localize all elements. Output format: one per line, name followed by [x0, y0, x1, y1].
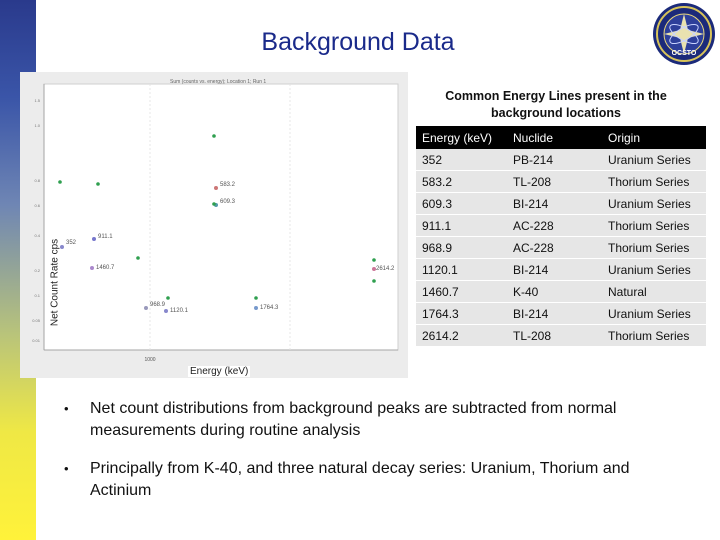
point-label: 911.1	[98, 234, 113, 240]
table-header-row: Energy (keV) Nuclide Origin	[416, 126, 706, 149]
spectrum-point	[164, 309, 168, 313]
origin-cell: Natural	[602, 280, 706, 303]
table-caption: Common Energy Lines present in the backg…	[445, 89, 667, 120]
table-row: 609.3 BI-214 Uranium Series	[416, 192, 706, 215]
point-label: 968.9	[150, 302, 166, 308]
origin-cell: Uranium Series	[602, 258, 706, 281]
plot-area	[43, 83, 399, 351]
header-origin: Origin	[602, 126, 706, 149]
table-row: 968.9 AC-228 Thorium Series	[416, 236, 706, 259]
spectrum-plot: Sum (counts vs. energy); Location 1; Run…	[20, 72, 408, 378]
x-axis-label: Energy (keV)	[188, 366, 251, 377]
y-tick-label: 0.2	[34, 268, 40, 273]
origin-cell: Uranium Series	[602, 302, 706, 325]
peak-marker	[166, 296, 170, 300]
origin-cell: Thorium Series	[602, 170, 706, 193]
peak-marker	[58, 180, 62, 184]
origin-cell: Thorium Series	[602, 324, 706, 347]
nuclide-cell: K-40	[507, 280, 602, 303]
point-label: 583.2	[220, 182, 236, 188]
bullet-item: • Principally from K-40, and three natur…	[64, 458, 684, 502]
nuclide-cell: TL-208	[507, 324, 602, 347]
point-label: 1460.7	[96, 265, 115, 271]
energy-cell: 1764.3	[416, 302, 507, 325]
agency-seal-logo: OCSTO	[652, 2, 716, 66]
table-row: 1764.3 BI-214 Uranium Series	[416, 302, 706, 325]
spectrum-plot-svg: Sum (counts vs. energy); Location 1; Run…	[32, 79, 399, 363]
table-row: 352 PB-214 Uranium Series	[416, 149, 706, 171]
header-nuclide: Nuclide	[507, 126, 602, 149]
energy-cell: 583.2	[416, 170, 507, 193]
energy-cell: 609.3	[416, 192, 507, 215]
y-tick-label: 1.0	[34, 123, 40, 128]
header-energy: Energy (keV)	[416, 126, 507, 149]
table-row: 911.1 AC-228 Thorium Series	[416, 214, 706, 237]
origin-cell: Thorium Series	[602, 214, 706, 237]
bullet-text: Principally from K-40, and three natural…	[90, 460, 630, 499]
nuclide-cell: TL-208	[507, 170, 602, 193]
nuclide-cell: BI-214	[507, 302, 602, 325]
energy-cell: 352	[416, 149, 507, 171]
bullet-list: • Net count distributions from backgroun…	[64, 398, 684, 518]
nuclide-cell: AC-228	[507, 214, 602, 237]
table-row: 1460.7 K-40 Natural	[416, 280, 706, 303]
spectrum-point	[144, 306, 148, 310]
peak-marker	[372, 258, 376, 262]
y-tick-label: 0.05	[32, 318, 41, 323]
svg-text:OCSTO: OCSTO	[672, 50, 697, 57]
plot-header-text: Sum (counts vs. energy); Location 1; Run…	[170, 79, 266, 85]
energy-cell: 1120.1	[416, 258, 507, 281]
slide-title: Background Data	[261, 28, 455, 56]
peak-marker	[96, 182, 100, 186]
y-axis-label: Net Count Rate cps	[49, 238, 61, 327]
nuclide-cell: BI-214	[507, 258, 602, 281]
origin-cell: Uranium Series	[602, 192, 706, 215]
spectrum-point	[254, 306, 258, 310]
energy-cell: 2614.2	[416, 324, 507, 347]
bullet-dot-icon: •	[64, 401, 69, 416]
spectrum-point	[90, 266, 94, 270]
bullet-item: • Net count distributions from backgroun…	[64, 398, 684, 442]
point-label: 1764.3	[260, 305, 279, 311]
energy-lines-table: Energy (keV) Nuclide Origin 352 PB-214 Ura…	[416, 126, 706, 347]
table-row: 2614.2 TL-208 Thorium Series	[416, 324, 706, 347]
table-row: 1120.1 BI-214 Uranium Series	[416, 258, 706, 281]
bullet-text: Net count distributions from background …	[90, 400, 617, 439]
point-label: 1120.1	[170, 308, 189, 314]
table-row: 583.2 TL-208 Thorium Series	[416, 170, 706, 193]
nuclide-cell: AC-228	[507, 236, 602, 259]
spectrum-point	[60, 245, 64, 249]
point-label: 2614.2	[376, 266, 395, 272]
y-tick-label: 0.6	[34, 203, 40, 208]
bullet-dot-icon: •	[64, 461, 69, 476]
nuclide-cell: BI-214	[507, 192, 602, 215]
peak-marker	[212, 134, 216, 138]
peak-marker	[212, 202, 216, 206]
origin-cell: Thorium Series	[602, 236, 706, 259]
point-label: 609.3	[220, 199, 236, 205]
peak-marker	[372, 279, 376, 283]
energy-cell: 1460.7	[416, 280, 507, 303]
y-tick-label: 0.1	[34, 293, 40, 298]
spectrum-point	[214, 186, 218, 190]
x-tick-label: 1000	[144, 357, 155, 363]
spectrum-point	[92, 237, 96, 241]
y-tick-label: 0.8	[34, 178, 40, 183]
y-tick-label: 0.01	[32, 338, 41, 343]
spectrum-point	[372, 267, 376, 271]
nuclide-cell: PB-214	[507, 149, 602, 171]
point-label: 352	[66, 240, 77, 246]
energy-cell: 911.1	[416, 214, 507, 237]
y-tick-label: 1.5	[34, 98, 40, 103]
origin-cell: Uranium Series	[602, 149, 706, 171]
peak-marker	[254, 296, 258, 300]
peak-marker	[136, 256, 140, 260]
energy-cell: 968.9	[416, 236, 507, 259]
y-tick-label: 0.4	[34, 233, 40, 238]
